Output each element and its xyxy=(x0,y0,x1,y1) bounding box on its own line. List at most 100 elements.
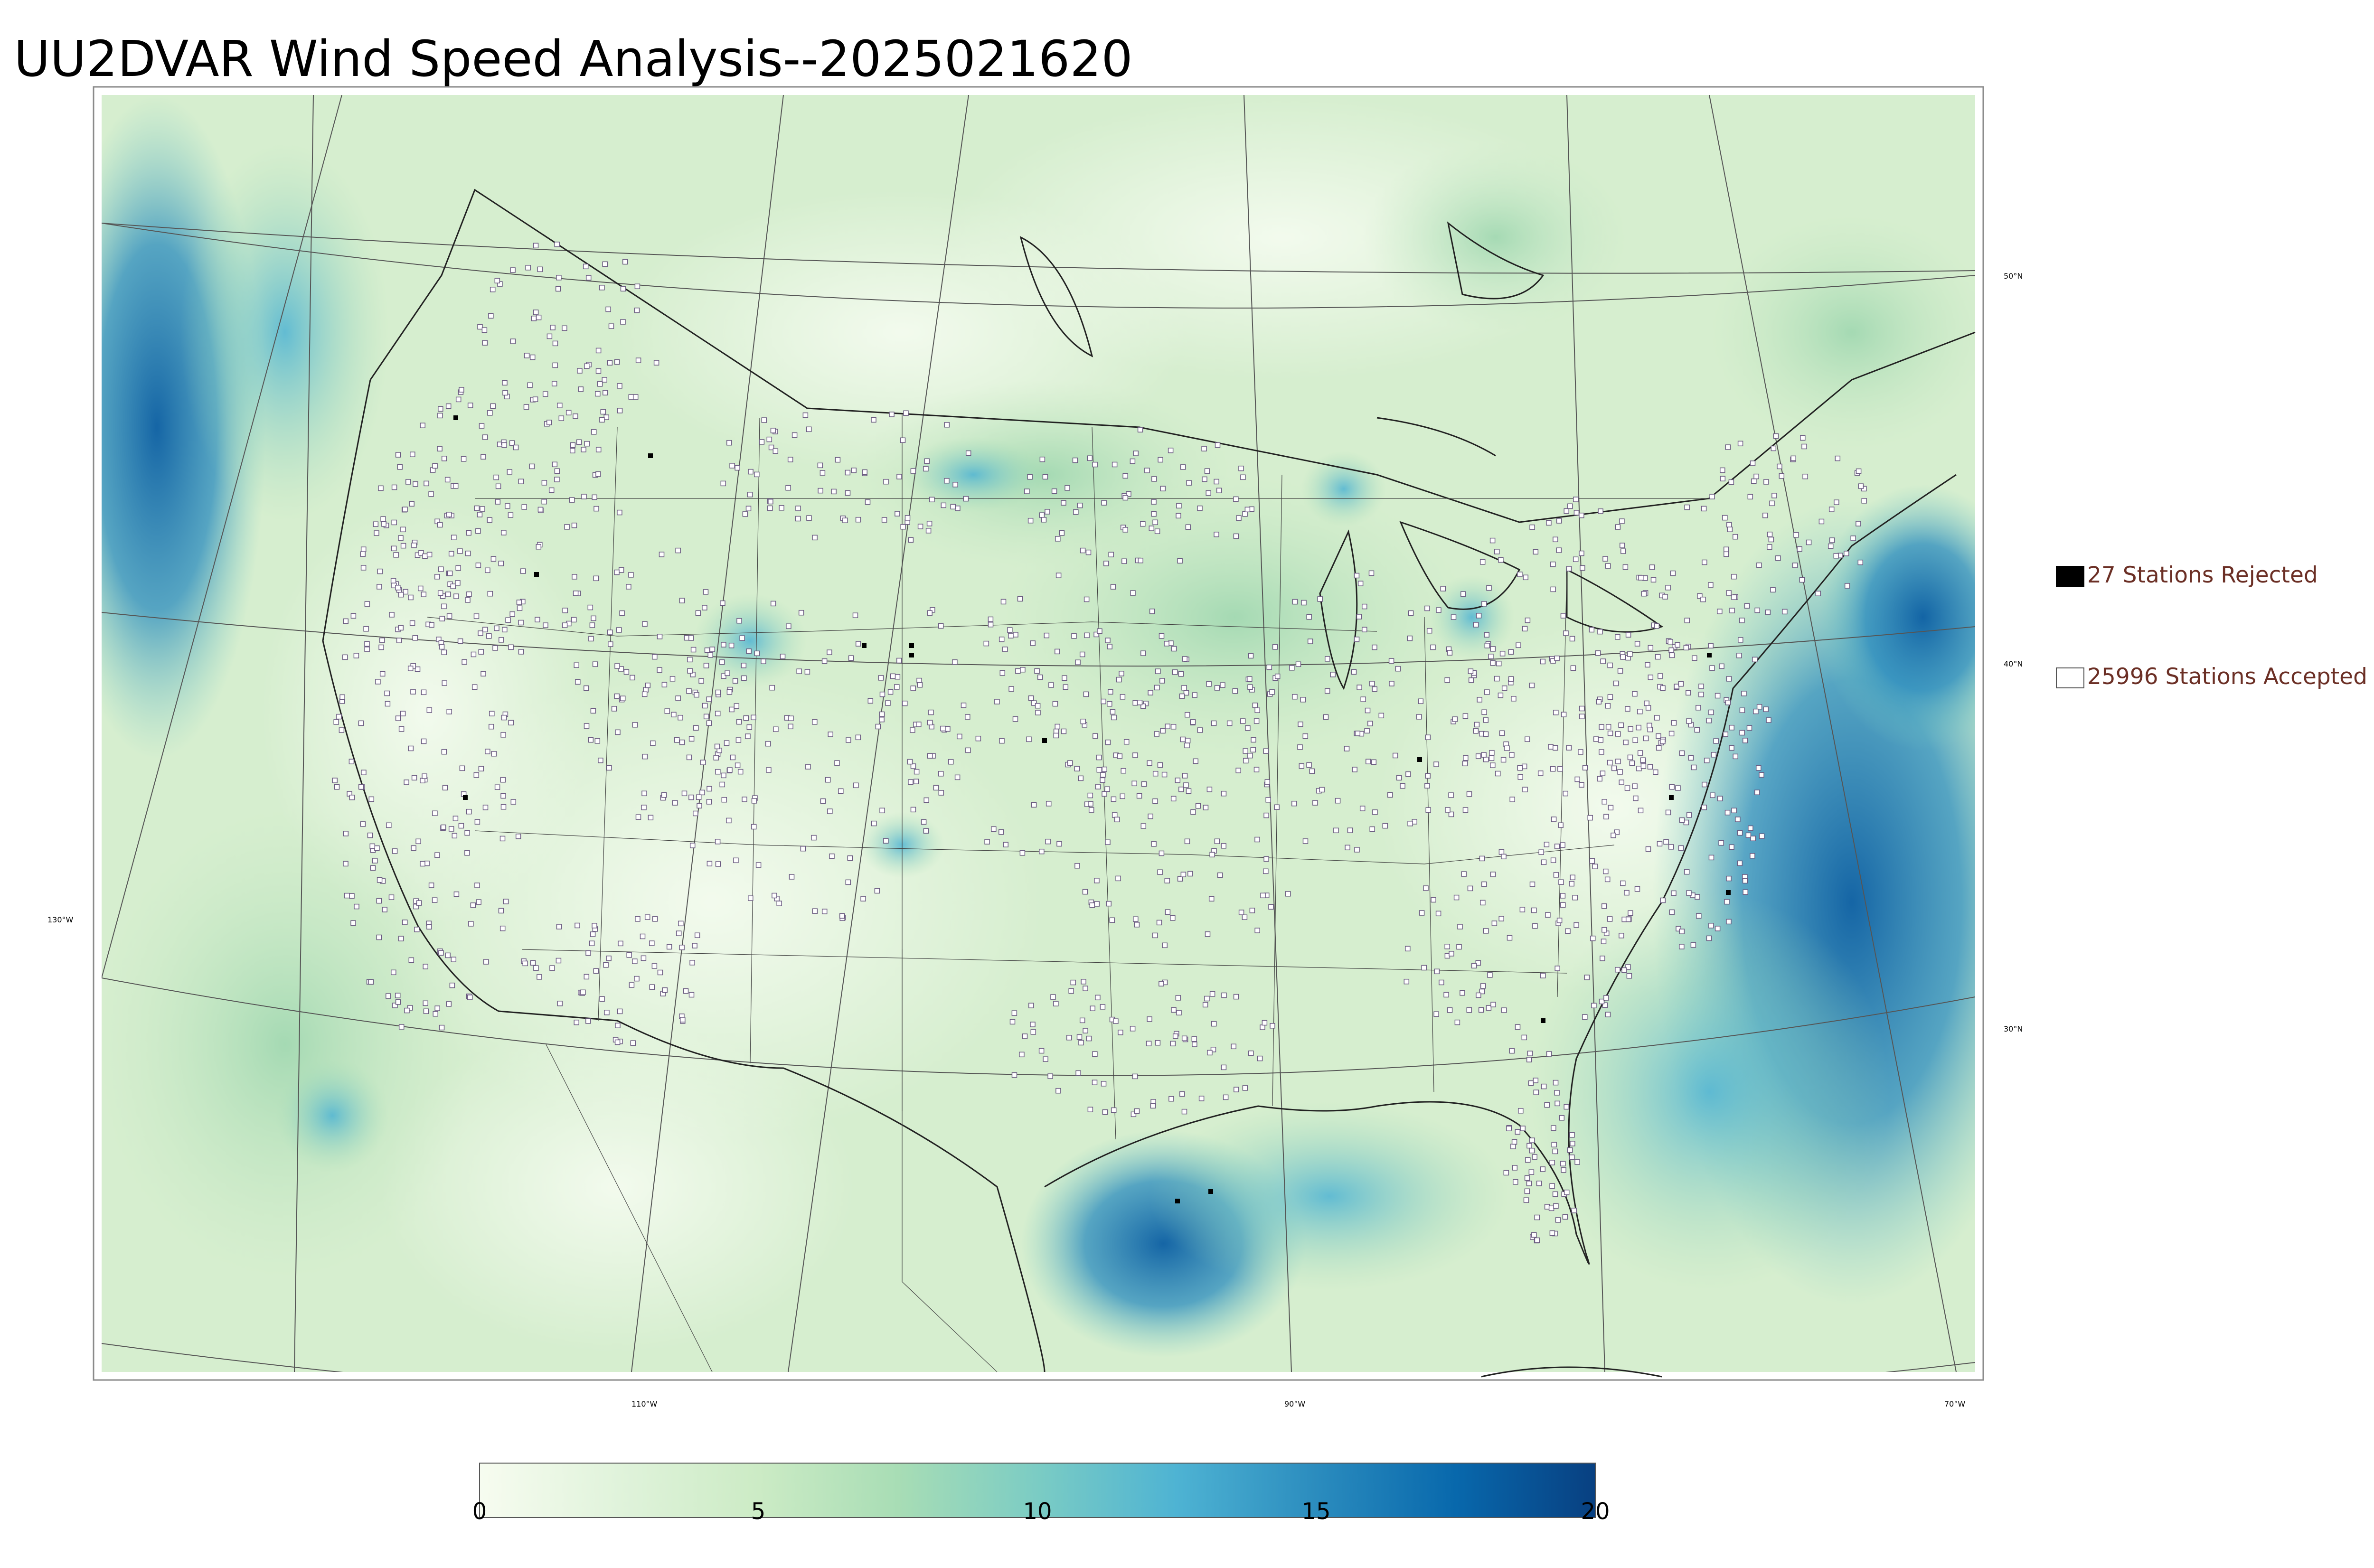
station-accepted-marker xyxy=(923,828,929,834)
station-accepted-marker xyxy=(402,507,408,512)
station-accepted-marker xyxy=(1613,680,1619,686)
station-accepted-marker xyxy=(423,964,428,969)
station-accepted-marker xyxy=(1565,928,1571,934)
station-accepted-marker xyxy=(1544,842,1550,847)
station-accepted-marker xyxy=(1569,1155,1575,1160)
station-accepted-marker xyxy=(542,391,548,397)
station-accepted-marker xyxy=(1756,765,1762,771)
station-accepted-marker xyxy=(1782,609,1788,615)
station-accepted-marker xyxy=(1335,798,1341,804)
station-accepted-marker xyxy=(802,412,809,418)
station-accepted-marker xyxy=(398,1024,405,1030)
station-accepted-marker xyxy=(1172,669,1178,675)
station-accepted-marker xyxy=(599,285,605,291)
station-accepted-marker xyxy=(1405,771,1411,777)
station-accepted-marker xyxy=(1603,814,1609,820)
station-accepted-marker xyxy=(1221,1064,1227,1070)
station-accepted-marker xyxy=(606,955,612,961)
station-accepted-marker xyxy=(1407,821,1413,826)
station-accepted-marker xyxy=(413,481,418,487)
station-accepted-marker xyxy=(1634,641,1640,647)
station-accepted-marker xyxy=(640,933,646,939)
station-accepted-marker xyxy=(364,647,370,652)
station-accepted-marker xyxy=(1759,772,1764,778)
station-accepted-marker xyxy=(1115,875,1121,882)
station-accepted-marker xyxy=(1080,547,1086,554)
station-accepted-marker xyxy=(500,793,506,799)
station-accepted-marker xyxy=(1801,443,1807,450)
station-accepted-marker xyxy=(1686,718,1692,724)
station-accepted-marker xyxy=(672,800,678,806)
station-accepted-marker xyxy=(1567,1147,1573,1153)
station-accepted-marker xyxy=(1354,847,1360,853)
station-accepted-marker xyxy=(765,741,771,747)
station-accepted-marker xyxy=(457,548,463,554)
station-accepted-marker xyxy=(1717,796,1723,801)
station-accepted-marker xyxy=(1560,613,1566,619)
station-accepted-marker xyxy=(761,417,767,423)
station-accepted-marker xyxy=(828,732,833,737)
station-accepted-marker xyxy=(767,505,773,511)
station-accepted-marker xyxy=(433,1011,438,1017)
station-accepted-marker xyxy=(1486,1005,1492,1011)
station-accepted-marker xyxy=(375,679,381,685)
station-accepted-marker xyxy=(1615,731,1621,737)
station-accepted-marker xyxy=(1515,1129,1521,1135)
station-accepted-marker xyxy=(577,368,583,374)
station-accepted-marker xyxy=(1089,902,1095,908)
station-accepted-marker xyxy=(1026,736,1032,742)
station-accepted-marker xyxy=(1123,739,1130,745)
station-accepted-marker xyxy=(416,900,422,906)
station-rejected-marker xyxy=(463,795,468,800)
station-accepted-marker xyxy=(1573,556,1579,562)
station-accepted-marker xyxy=(1079,1017,1085,1023)
station-accepted-marker xyxy=(508,720,514,726)
station-accepted-marker xyxy=(1203,805,1209,810)
station-accepted-marker xyxy=(657,634,663,639)
station-accepted-marker xyxy=(694,692,699,698)
colorbar-tick-5: 5 xyxy=(751,1498,766,1525)
station-accepted-marker xyxy=(1387,792,1393,798)
station-accepted-marker xyxy=(422,553,428,559)
station-rejected-marker xyxy=(1042,738,1047,743)
station-accepted-marker xyxy=(626,952,632,958)
station-accepted-marker xyxy=(1526,1143,1532,1149)
station-accepted-marker xyxy=(751,798,757,804)
station-accepted-marker xyxy=(1130,1026,1136,1032)
station-accepted-marker xyxy=(1600,770,1606,776)
station-accepted-marker xyxy=(571,522,577,528)
station-accepted-marker xyxy=(518,479,524,484)
station-accepted-marker xyxy=(1132,752,1138,758)
station-accepted-marker xyxy=(451,535,457,540)
station-accepted-marker xyxy=(536,314,542,320)
station-accepted-marker xyxy=(927,720,933,725)
station-accepted-marker xyxy=(751,714,756,721)
station-accepted-marker xyxy=(1080,718,1086,724)
station-accepted-marker xyxy=(961,703,967,708)
station-accepted-marker xyxy=(1095,995,1101,1001)
station-accepted-marker xyxy=(1325,656,1330,662)
station-accepted-marker xyxy=(1701,805,1707,810)
station-accepted-marker xyxy=(378,644,384,650)
station-accepted-marker xyxy=(562,622,568,628)
station-accepted-marker xyxy=(1726,590,1732,596)
station-accepted-marker xyxy=(662,987,668,993)
station-accepted-marker xyxy=(1351,669,1357,675)
station-accepted-marker xyxy=(721,642,726,648)
station-accepted-marker xyxy=(1289,665,1295,671)
station-accepted-marker xyxy=(619,610,625,616)
station-accepted-marker xyxy=(1312,800,1318,806)
station-accepted-marker xyxy=(1601,939,1607,944)
station-accepted-marker xyxy=(1155,1040,1161,1046)
station-accepted-marker xyxy=(381,521,386,527)
station-rejected-marker xyxy=(648,453,653,458)
station-accepted-marker xyxy=(1759,833,1765,839)
station-accepted-marker xyxy=(938,790,944,796)
station-accepted-marker xyxy=(574,1019,579,1025)
station-accepted-marker xyxy=(1233,994,1239,1000)
station-accepted-marker xyxy=(422,773,427,779)
station-accepted-marker xyxy=(1109,917,1115,923)
lat-label-40: 40°N xyxy=(2004,659,2023,668)
station-accepted-marker xyxy=(393,552,399,558)
